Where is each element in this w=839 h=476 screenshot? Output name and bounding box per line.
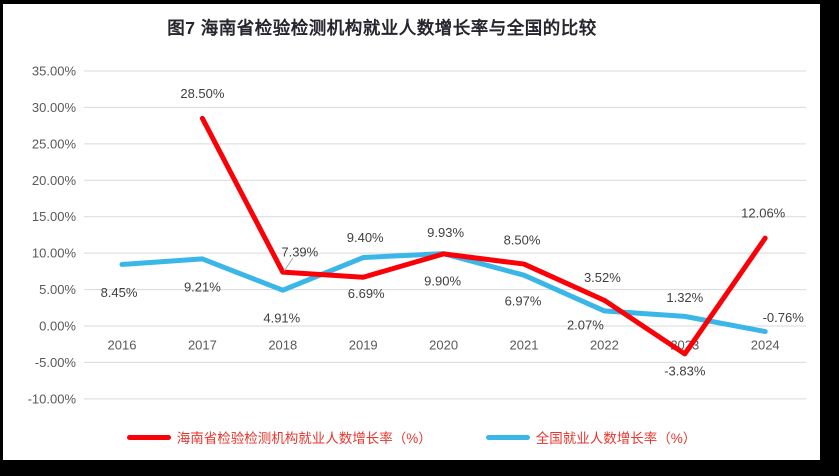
legend: 海南省检验检测机构就业人数增长率（%） 全国就业人数增长率（%） (3, 425, 820, 449)
x-tick-label: 2016 (108, 338, 137, 353)
data-label: -3.83% (664, 363, 706, 378)
y-tick-label: 10.00% (32, 246, 77, 261)
legend-swatch-national (485, 434, 530, 440)
data-label: 2.07% (567, 317, 604, 332)
x-tick-label: 2019 (349, 338, 378, 353)
legend-item-national: 全国就业人数增长率（%） (485, 427, 697, 447)
y-tick-label: 5.00% (39, 282, 76, 297)
x-tick-label: 2024 (751, 338, 780, 353)
data-label: 9.40% (347, 230, 384, 245)
x-tick-label: 2020 (429, 338, 458, 353)
data-label: 7.39% (281, 245, 318, 260)
x-tick-label: 2022 (590, 338, 619, 353)
data-label: 3.52% (584, 270, 621, 285)
data-label: 8.50% (504, 233, 541, 248)
y-tick-label: 35.00% (32, 64, 77, 79)
data-label: 12.06% (741, 206, 786, 221)
data-label: 6.69% (348, 286, 385, 301)
y-tick-label: -5.00% (35, 355, 77, 370)
data-label: -0.76% (763, 310, 805, 325)
data-label: 8.45% (101, 285, 138, 300)
label-leader-line (283, 257, 294, 272)
x-tick-label: 2017 (188, 338, 217, 353)
legend-label-national: 全国就业人数增长率（%） (535, 431, 697, 446)
legend-item-hainan: 海南省检验检测机构就业人数增长率（%） (126, 427, 432, 447)
y-tick-label: 30.00% (32, 100, 77, 115)
data-label: 1.32% (666, 290, 703, 305)
legend-swatch-hainan (126, 434, 171, 440)
x-tick-label: 2018 (268, 338, 297, 353)
data-label: 9.93% (427, 225, 464, 240)
data-label: 9.21% (184, 279, 221, 294)
x-tick-label: 2021 (510, 338, 539, 353)
data-label: 4.91% (263, 311, 300, 326)
legend-label-hainan: 海南省检验检测机构就业人数增长率（%） (176, 431, 432, 446)
data-label: 9.90% (424, 273, 461, 288)
y-tick-label: 25.00% (32, 136, 77, 151)
y-tick-label: -10.00% (28, 391, 77, 406)
y-tick-label: 20.00% (32, 173, 77, 188)
data-label: 28.50% (180, 86, 225, 101)
chart-background (3, 4, 820, 460)
y-tick-label: 0.00% (39, 319, 76, 334)
series-line-hainan (199, 115, 768, 357)
y-tick-label: 15.00% (32, 209, 77, 224)
data-label: 6.97% (505, 294, 542, 309)
chart-title: 图7 海南省检验检测机构就业人数增长率与全国的比较 (167, 18, 597, 38)
